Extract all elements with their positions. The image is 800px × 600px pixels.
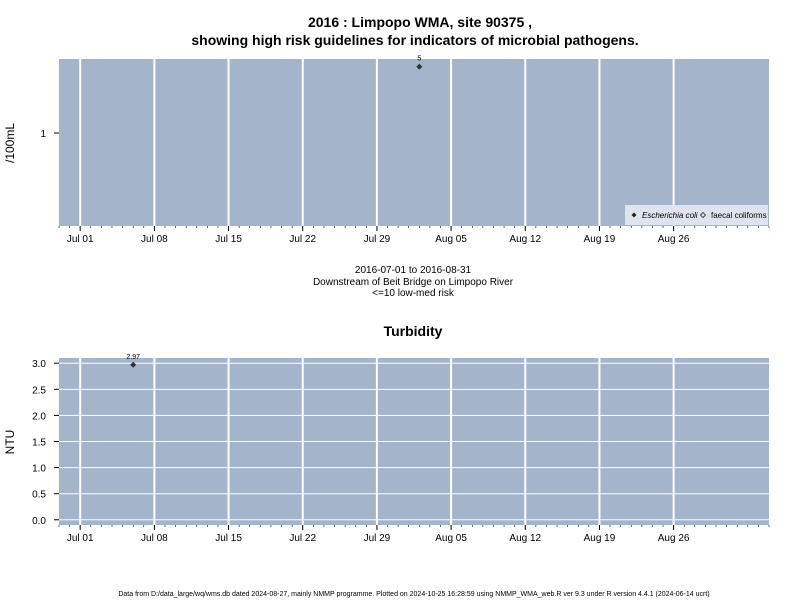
- legend-box: [625, 205, 768, 225]
- chart2-x-tick-label: Jul 15: [215, 533, 242, 544]
- legend-marker-faecal-coliforms: [699, 211, 707, 219]
- chart1-y-tick-label: 1: [40, 129, 46, 140]
- chart1-legend: Escherichia coli faecal coliforms: [625, 205, 768, 225]
- chart1-title-line2: showing high risk guidelines for indicat…: [191, 32, 638, 48]
- chart2-data-label: 2.97: [126, 354, 140, 361]
- chart2-y-tick-label: 2.0: [32, 411, 46, 422]
- chart1-x-tick-label: Aug 12: [509, 234, 541, 245]
- chart2-marks: 2.97: [126, 354, 140, 368]
- chart1-x-tick-label: Aug 26: [658, 234, 690, 245]
- legend-label-e-coli: Escherichia coli: [642, 211, 698, 220]
- chart1-axes: Jul 01 Jul 08 Jul 15 Jul 22 Jul 29 Aug 05 Aug …: [40, 129, 770, 245]
- chart2-x-tick-label: Jul 29: [364, 533, 391, 544]
- chart1-plot-panel: [59, 59, 769, 226]
- chart1-x-tick-label: Jul 08: [141, 234, 168, 245]
- chart2-y-axis-label: NTU: [3, 430, 17, 455]
- chart1-data-point: [416, 63, 423, 70]
- chart2-y-tick-label: 0.5: [32, 490, 46, 501]
- caption-date-range: 2016-07-01 to 2016-08-31: [355, 265, 472, 276]
- chart2-x-tick-label: Jul 08: [141, 533, 168, 544]
- chart1-x-tick-label: Jul 15: [215, 234, 242, 245]
- chart2-x-tick-label: Aug 05: [435, 533, 467, 544]
- chart2-x-tick-label: Aug 12: [509, 533, 541, 544]
- chart2-y-tick-label: 1.5: [32, 438, 46, 449]
- chart2-y-tick-label: 3.0: [32, 359, 46, 370]
- caption-site-description: Downstream of Beit Bridge on Limpopo Riv…: [313, 277, 514, 288]
- chart2-x-tick-label: Jul 22: [289, 533, 316, 544]
- legend-marker-e-coli: [631, 212, 637, 218]
- chart2-grid: [59, 358, 769, 525]
- chart2-data-point: [130, 361, 137, 368]
- chart2-x-tick-label: Aug 26: [658, 533, 690, 544]
- chart2-y-tick-label: 1.0: [32, 464, 46, 475]
- chart2-x-tick-label: Aug 19: [584, 533, 616, 544]
- chart1-y-axis-label: /100mL: [3, 123, 17, 163]
- caption-risk-guideline: <=10 low-med risk: [372, 288, 455, 299]
- chart2-axes: Jul 01 Jul 08 Jul 15 Jul 22 Jul 29 Aug 05 Aug …: [32, 359, 770, 544]
- chart2-x-tick-label: Jul 01: [67, 533, 94, 544]
- chart2-y-tick-label: 2.5: [32, 385, 46, 396]
- chart1-marks: 5: [416, 56, 423, 70]
- chart1-x-tick-label: Aug 19: [584, 234, 616, 245]
- chart1-x-tick-label: Aug 05: [435, 234, 467, 245]
- legend-label-faecal-coliforms: faecal coliforms: [711, 211, 767, 220]
- chart2-title: Turbidity: [384, 323, 443, 339]
- chart1-title-line1: 2016 : Limpopo WMA, site 90375 ,: [308, 14, 532, 30]
- chart1-grid: [79, 59, 675, 226]
- chart2-y-tick-label: 0.0: [32, 516, 46, 527]
- chart1-data-label: 5: [417, 56, 421, 63]
- chart1-x-tick-label: Jul 29: [364, 234, 391, 245]
- chart1-x-tick-label: Jul 22: [289, 234, 316, 245]
- chart1-x-tick-label: Jul 01: [67, 234, 94, 245]
- footer-note: Data from D:/data_large/wq/wms.db dated …: [118, 591, 709, 598]
